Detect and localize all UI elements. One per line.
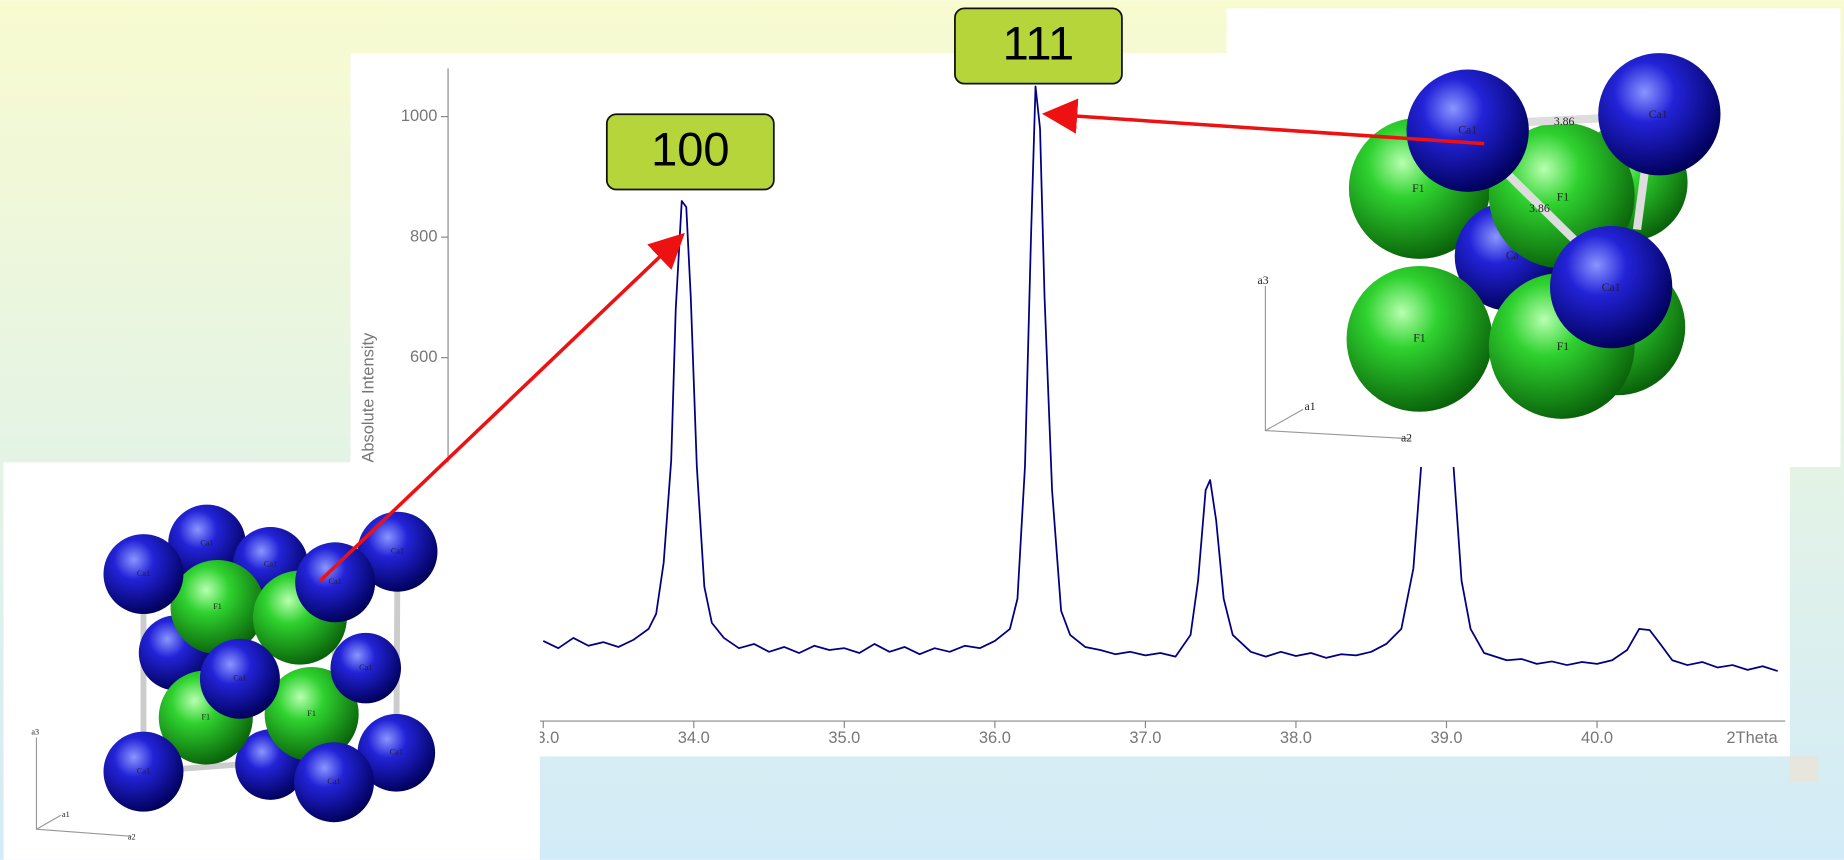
screenshot: 2Theta Absolute Intensity 600800100033.0… xyxy=(0,0,1844,860)
x-tick-label: 38.0 xyxy=(1280,729,1312,747)
atom-label: Ca1 xyxy=(391,547,404,556)
atom-label: Ca1 xyxy=(359,663,372,672)
atom-label: Ca1 xyxy=(137,569,150,578)
axis-label: a3 xyxy=(31,728,39,737)
atom-label: F1 xyxy=(307,709,316,718)
page: {"chart_data": {"type": "line", "x": [33… xyxy=(0,0,1844,860)
atom-label: F1 xyxy=(1557,190,1570,203)
axis-label: a2 xyxy=(128,832,136,841)
x-tick-label: 35.0 xyxy=(828,729,860,747)
atom-label: F1 xyxy=(213,602,222,611)
y-tick-label: 800 xyxy=(410,227,437,245)
atom-label: Ca xyxy=(1506,249,1520,262)
y-tick-label: 600 xyxy=(410,348,437,366)
atom-label: F1 xyxy=(1557,340,1570,353)
x-tick-label: 34.0 xyxy=(678,729,710,747)
atom-label: F1 xyxy=(1413,332,1426,345)
atom-label: F1 xyxy=(1412,182,1425,195)
x-tick-label: 36.0 xyxy=(979,729,1011,747)
annotation: 111 xyxy=(1003,17,1075,70)
atom-label: Ca1 xyxy=(327,777,340,786)
atom-label: Ca1 xyxy=(137,767,150,776)
atom-label: Ca1 xyxy=(1458,123,1477,136)
x-tick-label: 37.0 xyxy=(1129,729,1161,747)
atom-label: Ca1 xyxy=(390,748,403,757)
structure-left: Ca1 Ca1 Ca1 Ca1 Ca1 F1 Ca1 F1 F1 Ca1 Ca1… xyxy=(4,462,540,859)
atom-label: Ca1 xyxy=(1649,108,1668,121)
axis-label: a1 xyxy=(62,810,70,819)
y-tick-label: 1000 xyxy=(401,107,438,125)
structure-right: Ca1 Ca1 3.86 F1 F1 3.86 Ca Ca1 F1 F1 a3 … xyxy=(1227,8,1841,467)
axis-label: a2 xyxy=(1401,432,1412,445)
axis-label: a3 xyxy=(1257,274,1268,287)
x-tick-label: 40.0 xyxy=(1581,729,1613,747)
atom-label: Ca1 xyxy=(233,674,246,683)
atom-label: Ca1 xyxy=(329,577,342,586)
x-axis-label: 2Theta xyxy=(1726,729,1778,747)
bond-label: 3.86 xyxy=(1554,115,1575,128)
atom-label: Ca1 xyxy=(200,538,213,547)
y-axis-label: Absolute Intensity xyxy=(360,332,378,463)
x-tick-label: 39.0 xyxy=(1430,729,1462,747)
atom-label: Ca1 xyxy=(1602,281,1621,294)
atom-label: F1 xyxy=(201,712,210,721)
annotation: 100 xyxy=(651,122,729,175)
bond-label: 3.86 xyxy=(1529,202,1550,215)
scroll-corner xyxy=(1790,756,1818,782)
atom-label: Ca1 xyxy=(264,560,277,569)
axis-label: a1 xyxy=(1305,400,1316,413)
